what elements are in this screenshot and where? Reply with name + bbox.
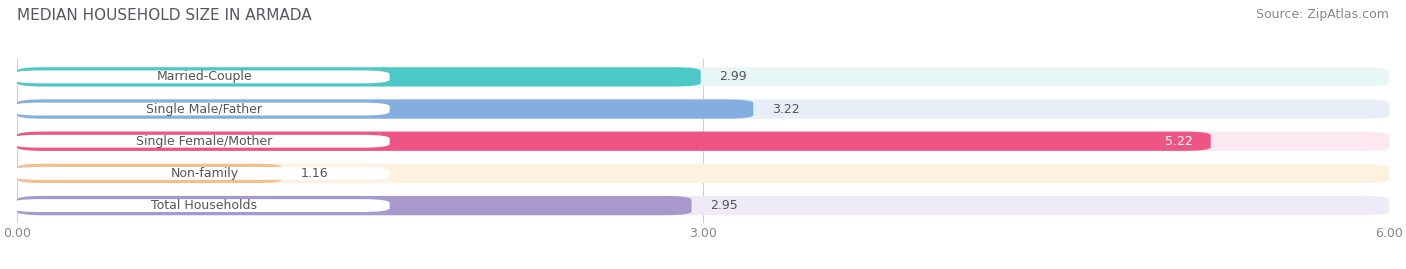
Text: Married-Couple: Married-Couple bbox=[156, 70, 252, 83]
FancyBboxPatch shape bbox=[13, 70, 389, 83]
Text: Single Male/Father: Single Male/Father bbox=[146, 102, 263, 116]
FancyBboxPatch shape bbox=[13, 199, 389, 212]
FancyBboxPatch shape bbox=[17, 164, 283, 183]
Text: 3.22: 3.22 bbox=[772, 102, 799, 116]
FancyBboxPatch shape bbox=[17, 100, 1389, 119]
FancyBboxPatch shape bbox=[17, 100, 754, 119]
Text: 2.99: 2.99 bbox=[718, 70, 747, 83]
FancyBboxPatch shape bbox=[17, 196, 692, 215]
FancyBboxPatch shape bbox=[13, 167, 389, 180]
FancyBboxPatch shape bbox=[13, 135, 389, 148]
FancyBboxPatch shape bbox=[17, 196, 1389, 215]
FancyBboxPatch shape bbox=[17, 132, 1211, 151]
FancyBboxPatch shape bbox=[17, 164, 1389, 183]
Text: Single Female/Mother: Single Female/Mother bbox=[136, 135, 273, 148]
FancyBboxPatch shape bbox=[17, 132, 1389, 151]
Text: Non-family: Non-family bbox=[170, 167, 239, 180]
Text: Total Households: Total Households bbox=[152, 199, 257, 212]
Text: 1.16: 1.16 bbox=[301, 167, 328, 180]
FancyBboxPatch shape bbox=[17, 67, 1389, 87]
FancyBboxPatch shape bbox=[13, 102, 389, 115]
Text: 5.22: 5.22 bbox=[1164, 135, 1192, 148]
Text: MEDIAN HOUSEHOLD SIZE IN ARMADA: MEDIAN HOUSEHOLD SIZE IN ARMADA bbox=[17, 8, 312, 23]
Text: Source: ZipAtlas.com: Source: ZipAtlas.com bbox=[1256, 8, 1389, 21]
Text: 2.95: 2.95 bbox=[710, 199, 738, 212]
FancyBboxPatch shape bbox=[17, 67, 700, 87]
